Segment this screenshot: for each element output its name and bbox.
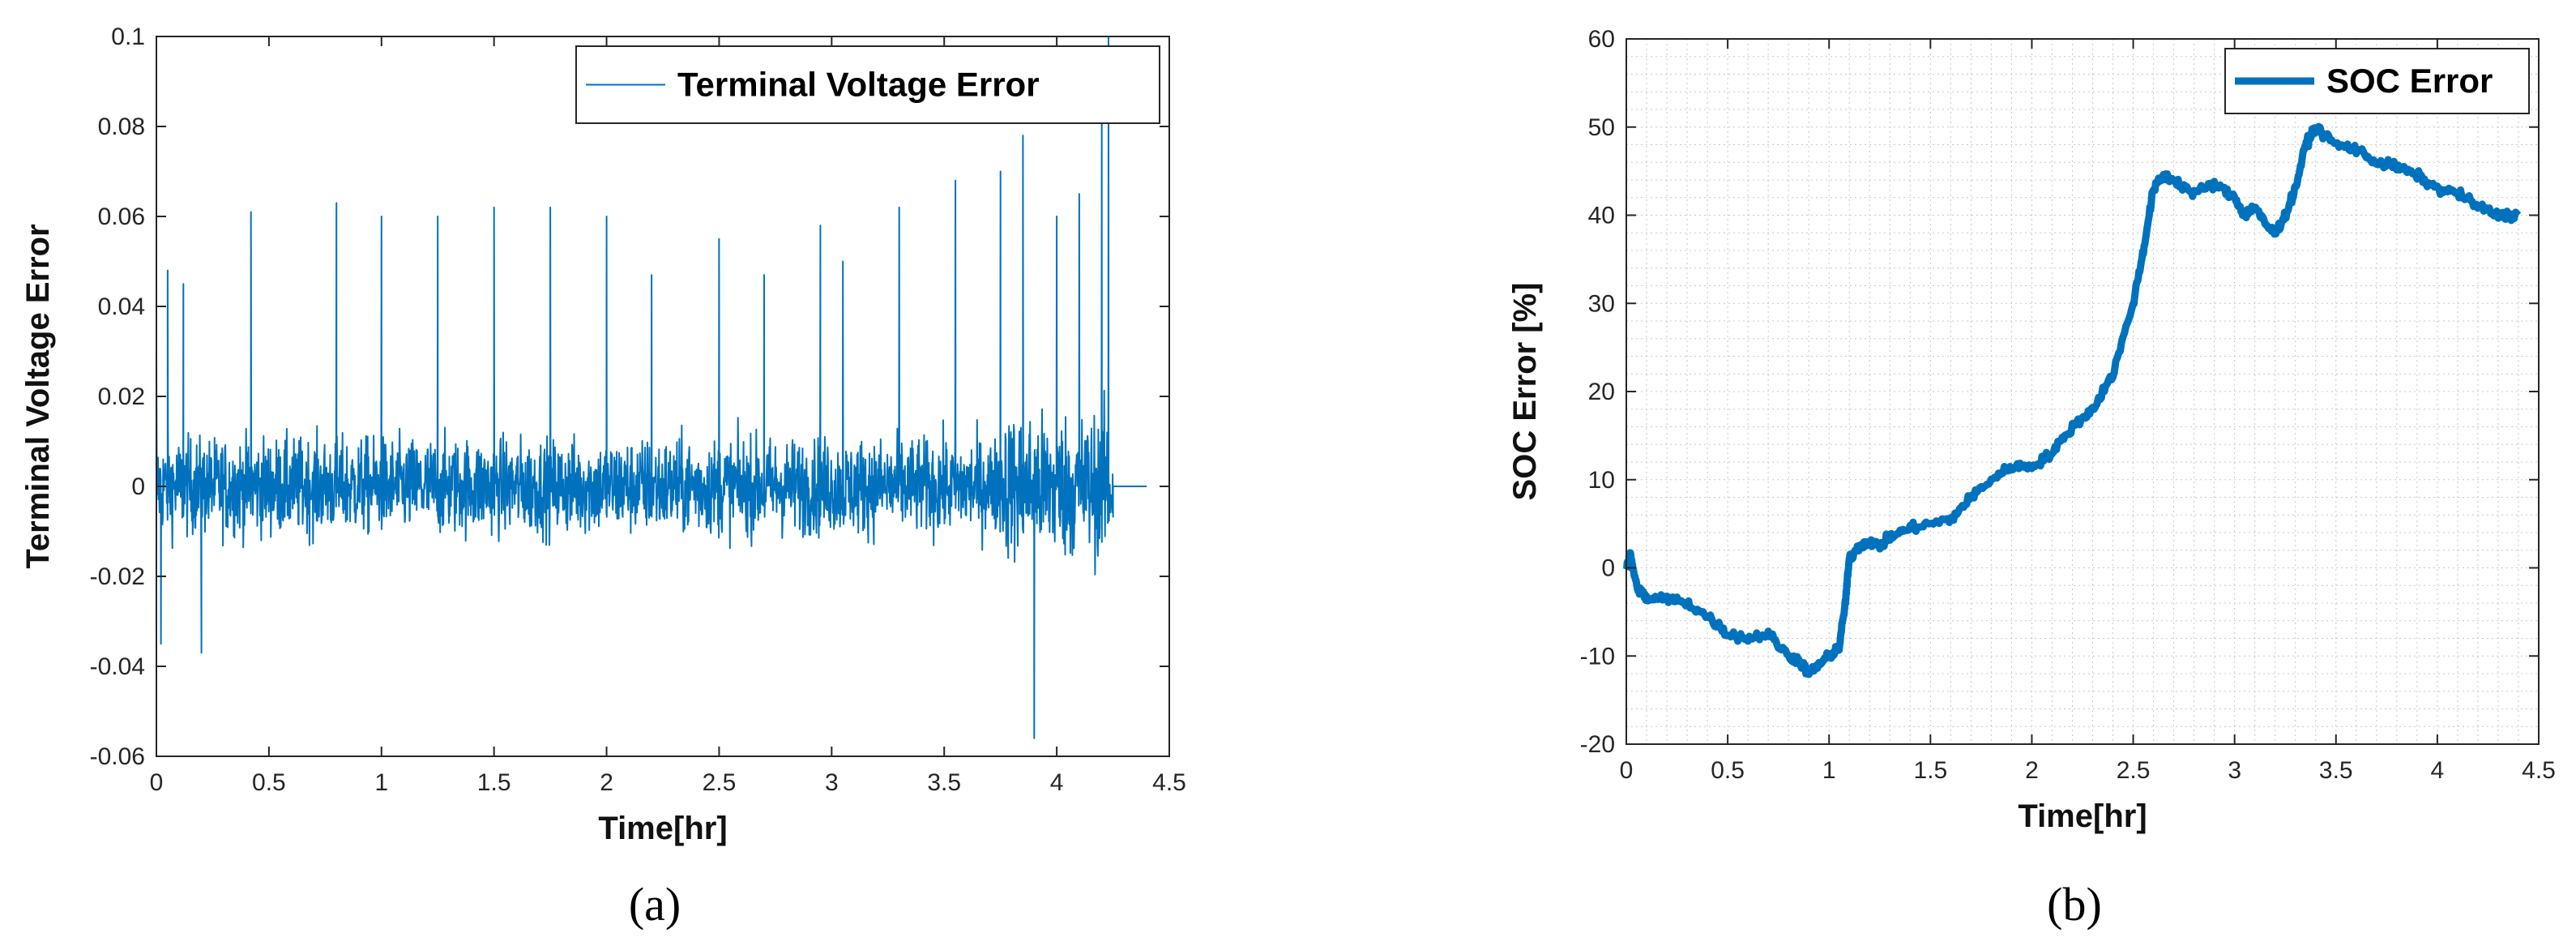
y-tick-label: -10 [1580, 643, 1615, 670]
y-tick-label: 0.1 [111, 24, 145, 50]
series-line [156, 36, 1147, 739]
y-tick-label: 0 [1601, 555, 1615, 582]
x-tick-label: 3 [825, 769, 839, 796]
panel-label: (b) [2047, 878, 2102, 931]
x-tick-label: 2 [600, 769, 613, 796]
x-tick-label: 4.5 [2522, 757, 2556, 784]
x-tick-label: 2 [2025, 757, 2039, 784]
x-tick-label: 1.5 [1913, 757, 1947, 784]
y-tick-label: 40 [1588, 203, 1615, 229]
x-tick-label: 3.5 [2319, 757, 2353, 784]
y-tick-label: 0 [131, 473, 145, 500]
x-tick-label: 0.5 [1711, 757, 1745, 784]
panel-label: (a) [629, 878, 681, 931]
x-tick-label: 3 [2228, 757, 2241, 784]
legend: SOC Error [2224, 48, 2530, 114]
x-axis-label: Time[hr] [2018, 798, 2147, 834]
y-tick-label: 0.08 [98, 113, 145, 140]
x-axis-label: Time[hr] [598, 811, 727, 846]
y-axis-label: SOC Error [%] [1507, 283, 1543, 501]
x-tick-label: 4.5 [1152, 769, 1186, 796]
y-tick-label: -0.02 [90, 563, 145, 590]
x-tick-label: 4 [2431, 757, 2445, 784]
x-tick-label: 1 [374, 769, 388, 796]
y-tick-label: 30 [1588, 290, 1615, 317]
x-tick-label: 0 [150, 769, 164, 796]
y-tick-label: 0.02 [98, 383, 145, 410]
x-tick-label: 0.5 [252, 769, 286, 796]
legend: Terminal Voltage Error [575, 45, 1160, 124]
y-tick-label: 20 [1588, 379, 1615, 405]
x-tick-label: 4 [1050, 769, 1064, 796]
y-axis-label: Terminal Voltage Error [20, 224, 56, 568]
x-tick-label: 2.5 [703, 769, 737, 796]
x-tick-label: 1.5 [477, 769, 511, 796]
y-tick-label: 60 [1588, 26, 1615, 53]
y-tick-label: -0.04 [90, 653, 145, 680]
legend-label: Terminal Voltage Error [677, 66, 1040, 104]
x-tick-label: 3.5 [927, 769, 961, 796]
chart-panel-a: 0 0.5 1 1.5 2 2.5 3 3.5 4 4.5 -0.06 -0.04 -0.02 0 0.02… [20, 24, 1186, 931]
legend-box [575, 45, 1160, 124]
legend-label: SOC Error [2326, 62, 2493, 100]
x-tick-label: 0 [1620, 757, 1634, 784]
y-tick-label: -0.06 [90, 743, 145, 770]
chart-panel-b: 0 0.5 1 1.5 2 2.5 3 3.5 4 4.5 -20 -10 0 10 20 30 40 50 60 T… [1507, 26, 2556, 931]
y-tick-label: 0.04 [98, 293, 145, 320]
y-tick-label: 0.06 [98, 203, 145, 230]
plot-area [156, 36, 1169, 756]
y-tick-label: 50 [1588, 114, 1615, 141]
x-tick-label: 1 [1822, 757, 1836, 784]
y-tick-label: -20 [1580, 731, 1615, 758]
series-line [1622, 122, 2522, 678]
y-tick-label: 10 [1588, 467, 1615, 494]
x-tick-label: 2.5 [2117, 757, 2151, 784]
